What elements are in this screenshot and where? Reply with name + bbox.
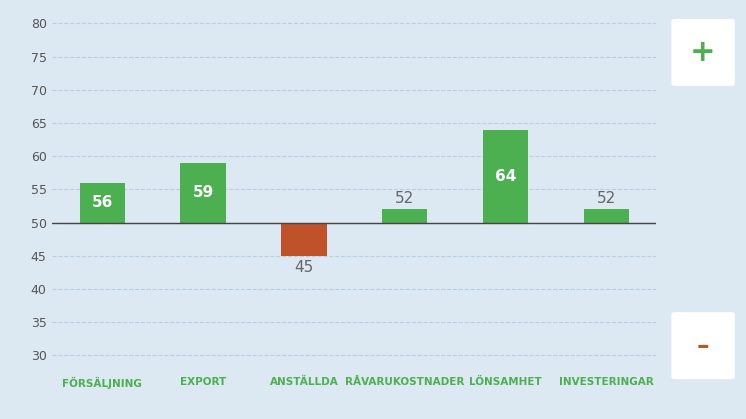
Bar	[281, 222, 327, 256]
Text: 52: 52	[395, 191, 414, 206]
Text: 56: 56	[92, 195, 113, 210]
Text: 59: 59	[192, 185, 214, 200]
Bar	[80, 183, 125, 222]
Bar	[483, 129, 528, 222]
Text: 64: 64	[495, 168, 516, 184]
Bar	[382, 210, 427, 222]
Text: 52: 52	[597, 191, 616, 206]
Bar	[181, 163, 226, 222]
Text: –: –	[697, 334, 709, 358]
Text: 45: 45	[295, 260, 313, 275]
Bar	[583, 210, 629, 222]
Text: +: +	[690, 38, 715, 67]
